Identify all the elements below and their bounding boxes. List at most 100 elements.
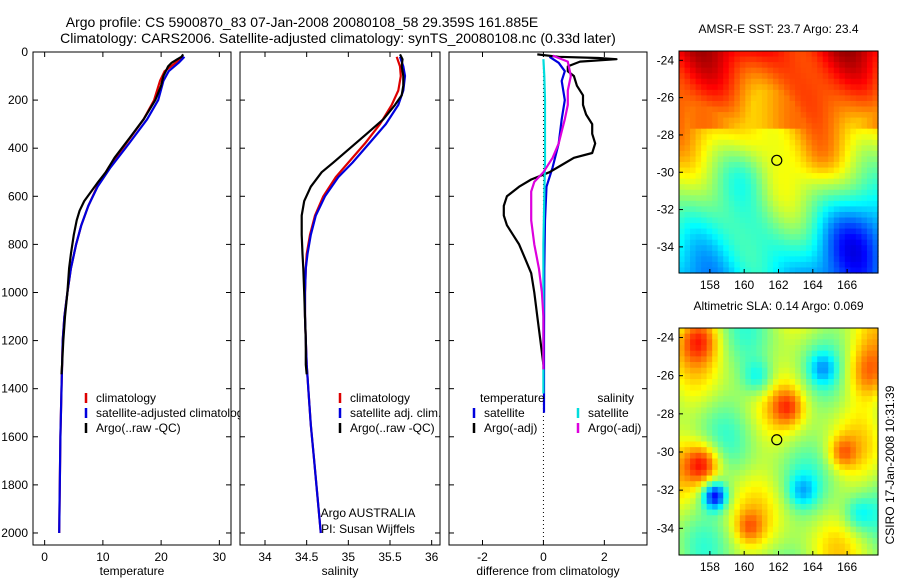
heatmap-cell <box>712 401 719 409</box>
heatmap-cell <box>745 162 752 169</box>
heatmap-cell <box>712 100 719 108</box>
heatmap-cell <box>745 223 752 230</box>
heatmap-cell <box>855 435 863 443</box>
heatmap-cell <box>839 532 846 539</box>
heatmap-cell <box>695 167 702 174</box>
heatmap-cell <box>756 84 763 91</box>
heatmap-cell <box>850 447 857 454</box>
heatmap-cell <box>778 503 785 511</box>
heatmap-cell <box>679 234 686 241</box>
heatmap-cell <box>806 362 813 369</box>
heatmap-cell <box>850 51 857 58</box>
heatmap-cell <box>817 362 824 369</box>
axes-frame <box>448 51 648 546</box>
heatmap-cell <box>690 256 697 263</box>
heatmap-cell <box>822 526 829 533</box>
heatmap-cell <box>690 486 697 494</box>
heatmap-cell <box>717 345 724 352</box>
heatmap-cell <box>734 430 741 437</box>
heatmap-cell <box>695 452 702 460</box>
heatmap-cell <box>817 106 824 113</box>
heatmap-cell <box>679 543 686 550</box>
heatmap-cell <box>690 156 697 163</box>
heatmap-cell <box>712 211 719 219</box>
heatmap-cell <box>695 117 702 124</box>
heatmap-cell <box>806 401 813 409</box>
heatmap-cell <box>800 245 807 252</box>
heatmap-cell <box>767 189 774 196</box>
heatmap-cell <box>750 350 757 357</box>
heatmap-cell <box>778 95 785 102</box>
heatmap-cell <box>728 239 735 246</box>
heatmap-cell <box>734 407 741 414</box>
heatmap-cell <box>701 532 708 539</box>
heatmap-cell <box>833 396 840 403</box>
heatmap-cell <box>684 51 691 58</box>
heatmap-cell <box>695 217 702 224</box>
heatmap-cell <box>739 261 746 269</box>
heatmap-cell <box>712 447 719 454</box>
heatmap-cell <box>679 362 686 369</box>
heatmap-cell <box>690 418 697 426</box>
heatmap-cell <box>866 245 874 252</box>
heatmap-cell <box>850 267 857 274</box>
heatmap-cell <box>717 150 724 158</box>
heatmap-cell <box>701 245 708 252</box>
heatmap-cell <box>701 526 708 533</box>
heatmap-cell <box>739 51 746 58</box>
heatmap-cell <box>723 424 730 431</box>
heatmap-cell <box>728 195 735 202</box>
heatmap-cell <box>866 267 874 274</box>
heatmap-cell <box>822 407 829 414</box>
heatmap-cell <box>734 481 741 488</box>
heatmap-cell <box>839 452 846 460</box>
heatmap-cell <box>767 384 774 392</box>
heatmap-cell <box>745 549 752 556</box>
heatmap-cell <box>701 367 708 374</box>
heatmap-cell <box>761 430 769 437</box>
heatmap-cell <box>839 407 846 414</box>
heatmap-cell <box>850 413 857 420</box>
heatmap-cell <box>717 206 724 213</box>
heatmap-cell <box>855 95 863 102</box>
heatmap-cell <box>712 206 719 213</box>
heatmap-cell <box>811 84 818 91</box>
heatmap-cell <box>745 333 752 340</box>
heatmap-cell <box>728 549 735 556</box>
heatmap-cell <box>806 339 813 346</box>
heatmap-cell <box>712 458 719 465</box>
heatmap-cell <box>828 184 835 191</box>
heatmap-cell <box>761 134 769 141</box>
heatmap-cell <box>850 123 857 130</box>
heatmap-cell <box>828 211 835 219</box>
heatmap-cell <box>734 492 741 499</box>
heatmap-cell <box>844 211 851 219</box>
heatmap-cell <box>811 407 818 414</box>
heatmap-cell <box>850 458 857 465</box>
x-tick-label: 36 <box>425 550 439 564</box>
heatmap-cell <box>795 234 802 241</box>
heatmap-cell <box>728 117 735 124</box>
heatmap-cell <box>684 407 691 414</box>
heatmap-cell <box>828 407 835 414</box>
heatmap-cell <box>745 469 752 477</box>
heatmap-cell <box>778 475 785 482</box>
heatmap-cell <box>745 95 752 102</box>
heatmap-cell <box>817 384 824 392</box>
heatmap-cell <box>723 134 730 141</box>
heatmap-cell <box>806 134 813 141</box>
heatmap-cell <box>734 435 741 443</box>
heatmap-cell <box>800 435 807 443</box>
heatmap-cell <box>784 401 791 409</box>
heatmap-cell <box>772 418 780 426</box>
heatmap-cell <box>806 84 813 91</box>
heatmap-cell <box>712 261 719 269</box>
heatmap-cell <box>712 481 719 488</box>
heatmap-cell <box>761 407 769 414</box>
x-tick-label: -2 <box>477 550 488 564</box>
heatmap-cell <box>690 206 697 213</box>
heatmap-cell <box>811 112 818 119</box>
heatmap-cell <box>728 267 735 274</box>
legend-entry: satellite <box>484 406 525 420</box>
series-line-satellite-adj-clim- <box>303 56 407 534</box>
